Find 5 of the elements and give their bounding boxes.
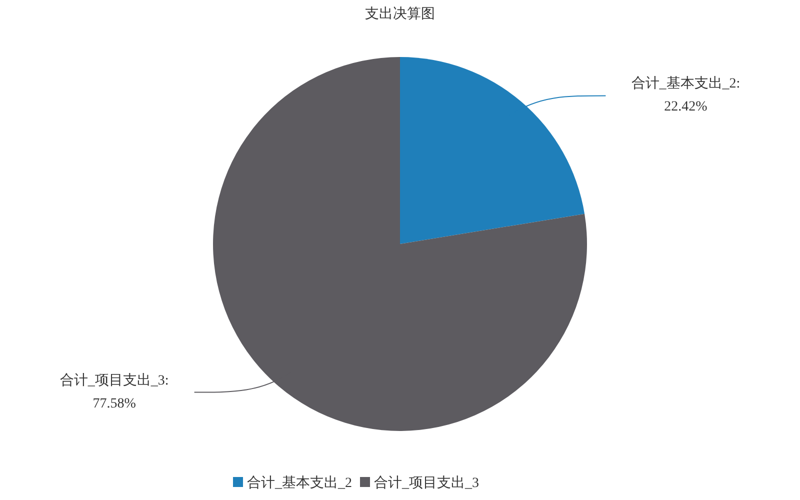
data-label: 合计_基本支出_2: 22.42% bbox=[631, 76, 740, 115]
legend-label: 合计_项目支出_3 bbox=[374, 475, 479, 491]
data-label: 合计_项目支出_3: 77.58% bbox=[60, 372, 169, 412]
legend-label: 合计_基本支出_2 bbox=[247, 475, 352, 491]
chart-title: 支出决算图 bbox=[365, 6, 435, 22]
